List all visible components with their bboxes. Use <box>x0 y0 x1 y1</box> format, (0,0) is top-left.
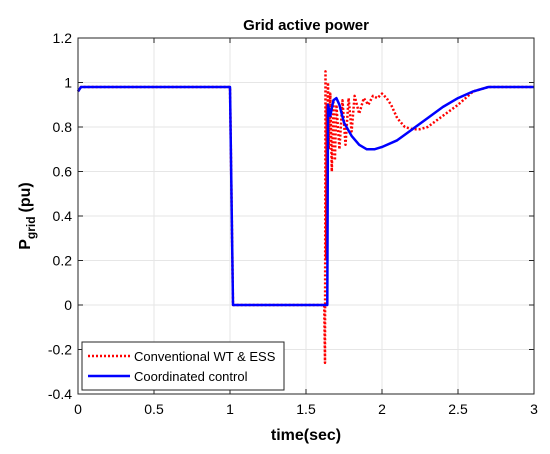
y-tick-label: 0.2 <box>53 253 73 269</box>
x-tick-label: 1.5 <box>296 401 316 417</box>
x-tick-label: 2 <box>378 401 386 417</box>
chart-title: Grid active power <box>243 17 369 34</box>
y-tick-label: 0 <box>64 297 72 313</box>
tick-marks <box>77 37 535 395</box>
y-tick-label: 1 <box>64 75 72 91</box>
x-tick-label: 1 <box>226 401 234 417</box>
x-axis-label: time(sec) <box>271 427 341 444</box>
x-tick-label: 0 <box>74 401 82 417</box>
y-tick-label: 0.8 <box>53 119 73 135</box>
x-tick-labels: 0 0.5 1 1.5 2 2.5 3 <box>74 401 538 417</box>
y-axis-label-unit: (pu) <box>17 182 34 212</box>
series-layer <box>76 70 534 365</box>
y-tick-label: 1.2 <box>53 30 73 46</box>
legend-label-coordinated: Coordinated control <box>134 369 248 384</box>
y-tick-label: 0.4 <box>53 208 73 224</box>
legend-box <box>81 341 285 391</box>
x-tick-label: 2.5 <box>448 401 468 417</box>
legend: Conventional WT & ESS Coordinated contro… <box>81 341 285 391</box>
legend-label-conventional: Conventional WT & ESS <box>134 349 276 364</box>
x-tick-label: 3 <box>530 401 538 417</box>
x-tick-label: 0.5 <box>144 401 164 417</box>
y-tick-label: -0.4 <box>48 386 72 402</box>
y-axis-label: Pgrid (pu) <box>17 182 38 250</box>
y-axis-label-main: P <box>17 239 34 250</box>
y-tick-label: 0.6 <box>53 164 73 180</box>
y-axis-label-subscript: grid <box>24 216 38 239</box>
series-line-conventional <box>76 70 534 365</box>
series-line-coordinated <box>76 85 534 307</box>
y-tick-label: -0.2 <box>48 342 72 358</box>
y-tick-labels: -0.4 -0.2 0 0.2 0.4 0.6 0.8 1 1.2 <box>48 30 72 402</box>
